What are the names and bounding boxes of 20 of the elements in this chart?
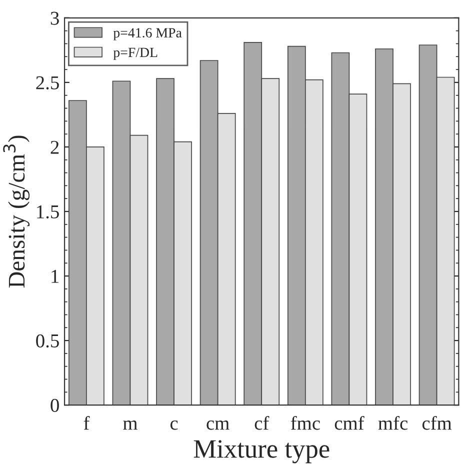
x-tick-label: mfc	[378, 416, 408, 430]
y-tick-label: 2.5	[36, 76, 59, 90]
x-tick-label: f	[84, 416, 90, 430]
legend-label: p=41.6 MPa	[113, 28, 182, 40]
x-tick-label: m	[123, 420, 138, 430]
legend-label: p=F/DL	[113, 48, 158, 60]
x-tick-label: cfm	[422, 416, 452, 430]
x-tick-label: cm	[206, 420, 230, 430]
y-tick-label: 3	[50, 12, 59, 25]
y-tick-label: 2	[50, 140, 59, 154]
x-tick-label: cmf	[334, 416, 364, 430]
y-axis-title: Density (g/cm$^{3}$)	[3, 136, 30, 288]
x-tick-label: cf	[254, 416, 270, 430]
x-tick-label: c	[170, 420, 178, 430]
y-tick-label: 0.5	[36, 334, 59, 348]
x-axis-title: Mixture type	[194, 440, 330, 464]
y-tick-label: 1	[52, 270, 59, 283]
x-tick-label: fmc	[290, 416, 320, 430]
y-tick-label: 0	[50, 398, 59, 412]
y-tick-label: 1.5	[37, 205, 59, 218]
